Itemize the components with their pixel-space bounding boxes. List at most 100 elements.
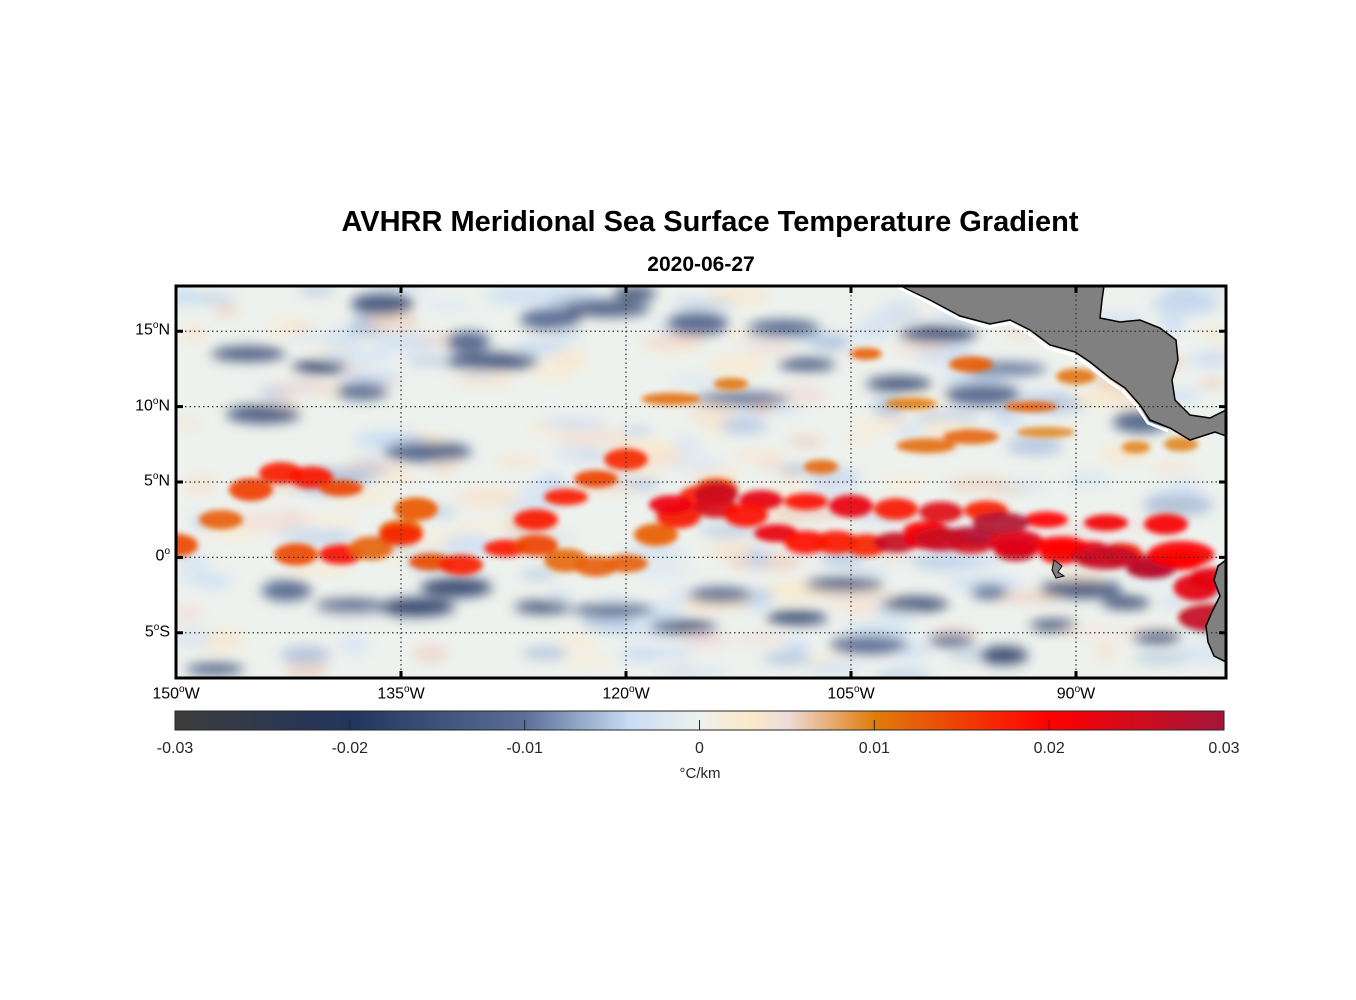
x-tick-label: 120oW	[602, 684, 650, 703]
field-cell	[538, 418, 607, 429]
field-cell	[445, 352, 539, 371]
field-cell	[804, 663, 862, 673]
field-cell	[394, 497, 438, 521]
field-cell	[987, 529, 1045, 555]
field-cell	[699, 524, 758, 537]
field-cell	[706, 355, 767, 375]
field-cell	[1144, 513, 1188, 535]
field-cell	[183, 475, 218, 496]
y-tick-label: 15oN	[135, 320, 170, 339]
field-cell	[287, 332, 345, 344]
field-cell	[649, 495, 693, 515]
field-cell	[927, 634, 975, 647]
field-cell	[274, 528, 329, 541]
field-cell	[383, 441, 472, 462]
field-cell	[688, 587, 753, 603]
heatmap-field	[176, 286, 1226, 678]
field-cell	[705, 544, 736, 557]
field-cell	[778, 357, 836, 372]
field-cell	[1035, 536, 1087, 555]
field-cell	[176, 418, 207, 428]
field-cell	[1173, 574, 1219, 601]
field-cell	[521, 647, 568, 660]
field-cell	[413, 644, 450, 664]
field-cell	[452, 374, 517, 387]
field-cell	[571, 604, 655, 617]
field-cell	[545, 286, 590, 295]
field-cell	[841, 434, 875, 444]
field-cell	[884, 474, 924, 490]
field-cell	[176, 575, 237, 586]
field-cell	[1064, 471, 1111, 488]
field-cell	[643, 334, 708, 346]
field-cell	[1152, 461, 1193, 474]
field-cell	[377, 472, 418, 482]
field-cell	[538, 473, 566, 489]
field-cell	[873, 668, 932, 678]
field-cell	[213, 305, 240, 317]
field-cell	[930, 555, 1003, 568]
field-cell	[784, 493, 828, 510]
field-cell	[713, 377, 749, 391]
field-cell	[430, 460, 462, 476]
land-south-america	[1205, 559, 1226, 663]
field-cell	[560, 634, 593, 648]
y-tick-label: 10oN	[135, 395, 170, 414]
field-cell	[292, 360, 347, 375]
field-cell	[1121, 441, 1151, 454]
field-cell	[185, 662, 245, 676]
field-cell	[530, 365, 574, 381]
field-cell	[1158, 314, 1186, 333]
field-cell	[650, 665, 727, 678]
colorbar-tick-label: 0.01	[858, 740, 890, 757]
axis-ticks	[174, 286, 1226, 678]
field-cell	[446, 331, 490, 353]
field-cell	[866, 376, 932, 392]
colorbar-tick-label: -0.01	[506, 740, 543, 757]
x-tick-label: 90oW	[1056, 684, 1096, 703]
colorbar-tick-label: -0.03	[156, 740, 194, 757]
field-cell	[1188, 351, 1226, 368]
field-cell	[668, 590, 695, 601]
field-cell	[1060, 627, 1119, 636]
field-cell	[285, 562, 356, 574]
field-cell	[913, 527, 969, 552]
field-cell	[622, 648, 696, 658]
field-cell	[803, 459, 839, 475]
field-cell	[178, 553, 210, 576]
field-cell	[666, 311, 729, 336]
field-cell	[850, 347, 882, 360]
field-cell	[439, 554, 483, 576]
field-cell	[180, 325, 208, 341]
x-tick-label: 135oW	[377, 684, 425, 703]
field-cell	[669, 376, 724, 385]
land-outline-white	[895, 286, 1169, 433]
field-cell	[261, 580, 312, 602]
field-cell	[893, 341, 949, 355]
field-cell	[613, 286, 657, 301]
field-cell	[765, 610, 828, 625]
field-cell	[514, 600, 572, 614]
y-tick-label: 5oN	[143, 471, 170, 490]
field-cell	[641, 392, 701, 406]
field-cell	[199, 510, 243, 530]
field-cell	[1013, 389, 1051, 399]
field-cell	[1147, 541, 1215, 568]
chart-subtitle: 2020-06-27	[647, 253, 755, 276]
field-cell	[1002, 479, 1050, 492]
field-cell	[972, 512, 1030, 534]
field-cell	[970, 585, 1009, 599]
field-cell	[1199, 379, 1226, 389]
field-cell	[731, 634, 790, 644]
field-cell	[549, 348, 587, 370]
field-cell	[319, 479, 363, 497]
field-cell	[682, 631, 730, 649]
colorbar-tick-label: -0.02	[331, 740, 369, 757]
field-cell	[1016, 426, 1076, 438]
field-cell	[852, 419, 901, 431]
field-cell	[885, 398, 937, 410]
colorbar-tick-label: 0.03	[1208, 740, 1240, 757]
field-cell	[235, 510, 311, 532]
x-tick-label: 105oW	[827, 684, 875, 703]
